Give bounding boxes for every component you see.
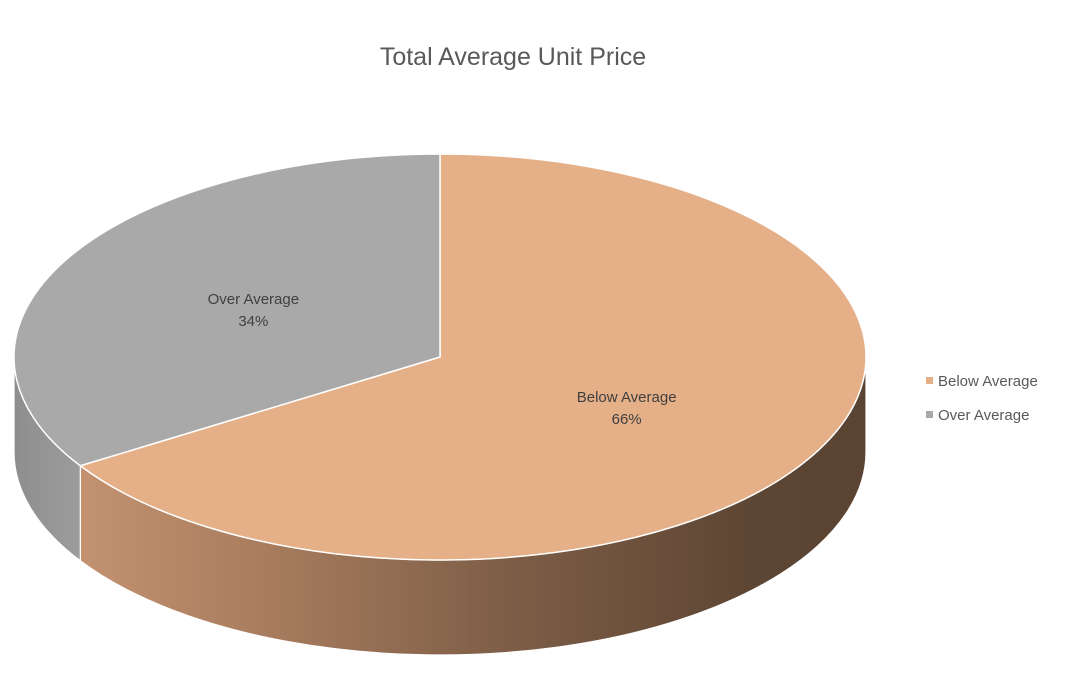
- data-label-over-average-name: Over Average: [208, 291, 299, 308]
- pie-slice-over-average: [13, 153, 441, 467]
- pie-data-labels: Below Average 66% Over Average 34%: [208, 291, 677, 428]
- data-label-below-average-name: Below Average: [577, 389, 677, 406]
- legend: Below Average Over Average: [926, 373, 1038, 424]
- data-label-over-average-value: 34%: [238, 313, 268, 330]
- legend-swatch-below-average: [926, 377, 933, 384]
- legend-swatch-over-average: [926, 411, 933, 418]
- legend-label-over-average: Over Average: [938, 407, 1029, 424]
- pie-tops: [13, 153, 867, 561]
- pie-slice-below-average: [79, 153, 867, 561]
- legend-label-below-average: Below Average: [938, 373, 1038, 390]
- chart-title: Total Average Unit Price: [380, 43, 646, 71]
- data-label-below-average-value: 66%: [612, 411, 642, 428]
